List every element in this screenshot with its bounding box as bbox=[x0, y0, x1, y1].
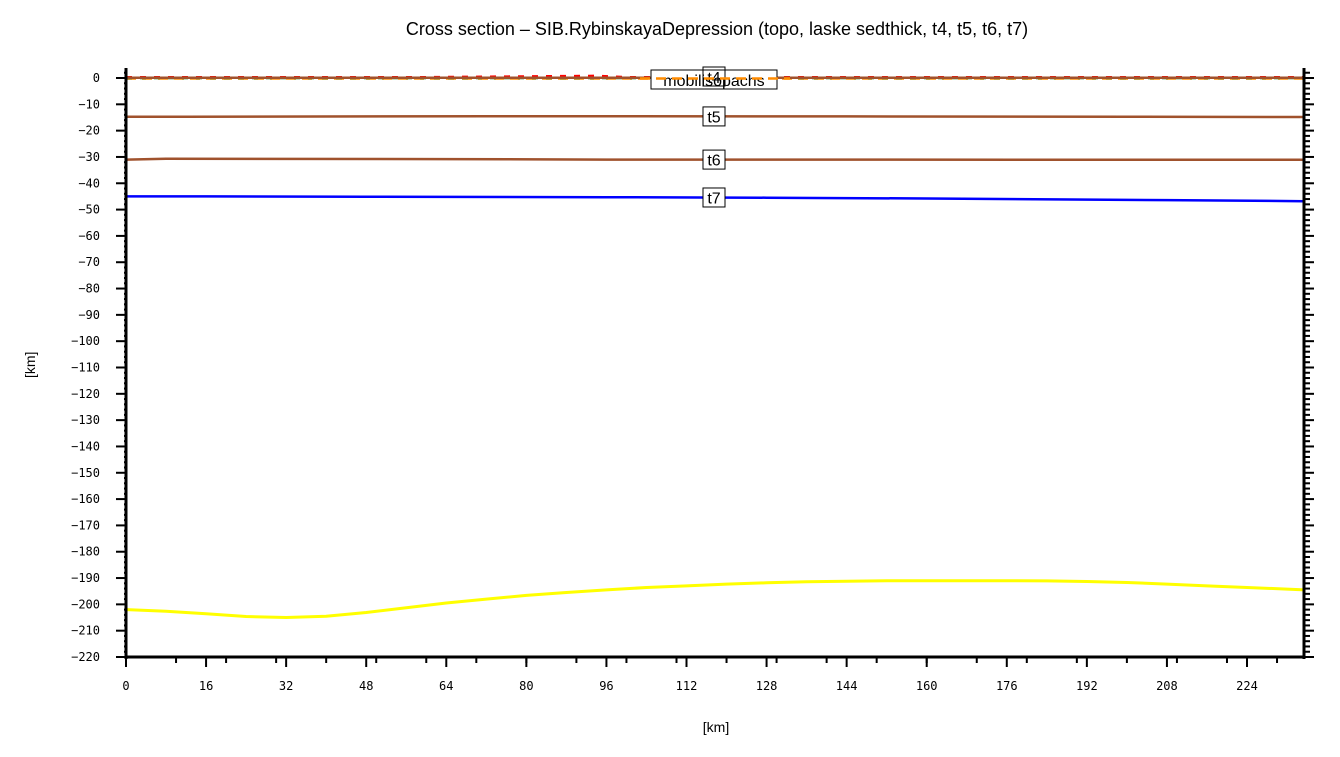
y-tick-label: −10 bbox=[78, 97, 100, 111]
y-tick-label: −100 bbox=[71, 334, 100, 348]
y-tick-label: 0 bbox=[93, 71, 100, 85]
x-tick-label: 0 bbox=[122, 679, 129, 693]
y-tick-label: −210 bbox=[71, 624, 100, 638]
x-tick-label: 160 bbox=[916, 679, 938, 693]
y-tick-label: −140 bbox=[71, 439, 100, 453]
x-tick-label: 224 bbox=[1236, 679, 1258, 693]
y-tick-label: −60 bbox=[78, 229, 100, 243]
x-tick-label: 48 bbox=[359, 679, 373, 693]
y-tick-label: −40 bbox=[78, 176, 100, 190]
y-tick-label: −180 bbox=[71, 545, 100, 559]
x-tick-label: 96 bbox=[599, 679, 613, 693]
y-axis-label: [km] bbox=[22, 351, 38, 378]
y-tick-label: −170 bbox=[71, 518, 100, 532]
axes-layer: 0 −10 −20 −30 −40 −50 −60 −70 −80 −90 −100 −110 −120… bbox=[71, 68, 1314, 693]
y-tick-label: −160 bbox=[71, 492, 100, 506]
t6-label-box bbox=[702, 149, 726, 170]
mobility-isopachs-label: mobilisopachs bbox=[663, 73, 764, 90]
y-tick-label: −190 bbox=[71, 571, 100, 585]
t4-box bbox=[702, 66, 726, 87]
x-tick-label: 112 bbox=[676, 679, 698, 693]
y-tick-label: −90 bbox=[78, 308, 100, 322]
x-axis-label: [km] bbox=[702, 719, 730, 735]
y-tick-label: −120 bbox=[71, 387, 100, 401]
y-tick-label: −150 bbox=[71, 466, 100, 480]
t7-label: t7 bbox=[707, 190, 720, 207]
x-tick-label: 64 bbox=[439, 679, 453, 693]
series-moho-yellow- bbox=[125, 579, 1305, 620]
t6-label: t6 bbox=[707, 153, 720, 170]
series-t7 bbox=[126, 195, 1305, 203]
x-tick-label: 176 bbox=[996, 679, 1018, 693]
y-tick-label: −30 bbox=[78, 150, 100, 164]
x-tick-label: 32 bbox=[279, 679, 293, 693]
x-tick-label: 208 bbox=[1156, 679, 1178, 693]
y-tick-label: −130 bbox=[71, 413, 100, 427]
chart-title: Cross section – SIB.RybinskayaDepression… bbox=[405, 19, 1029, 39]
series-t6 bbox=[125, 157, 1305, 162]
y-tick-label: −200 bbox=[71, 597, 100, 611]
series-t5 bbox=[126, 114, 1305, 119]
y-tick-label: −50 bbox=[78, 203, 100, 217]
x-tick-label: 144 bbox=[836, 679, 858, 693]
t4-label: t4 bbox=[707, 70, 720, 87]
x-tick-label: 192 bbox=[1076, 679, 1098, 693]
y-tick-label: −80 bbox=[78, 282, 100, 296]
y-tick-label: −220 bbox=[71, 650, 100, 664]
x-tick-label: 128 bbox=[756, 679, 778, 693]
t5-label-box bbox=[702, 106, 726, 127]
series-layer bbox=[125, 74, 1305, 620]
y-tick-label: −20 bbox=[78, 124, 100, 138]
x-tick-label: 80 bbox=[519, 679, 533, 693]
y-tick-label: −70 bbox=[78, 255, 100, 269]
t5-label: t5 bbox=[707, 109, 720, 126]
t7-label-box bbox=[702, 187, 726, 208]
x-tick-label: 16 bbox=[199, 679, 213, 693]
y-tick-label: −110 bbox=[71, 361, 100, 375]
